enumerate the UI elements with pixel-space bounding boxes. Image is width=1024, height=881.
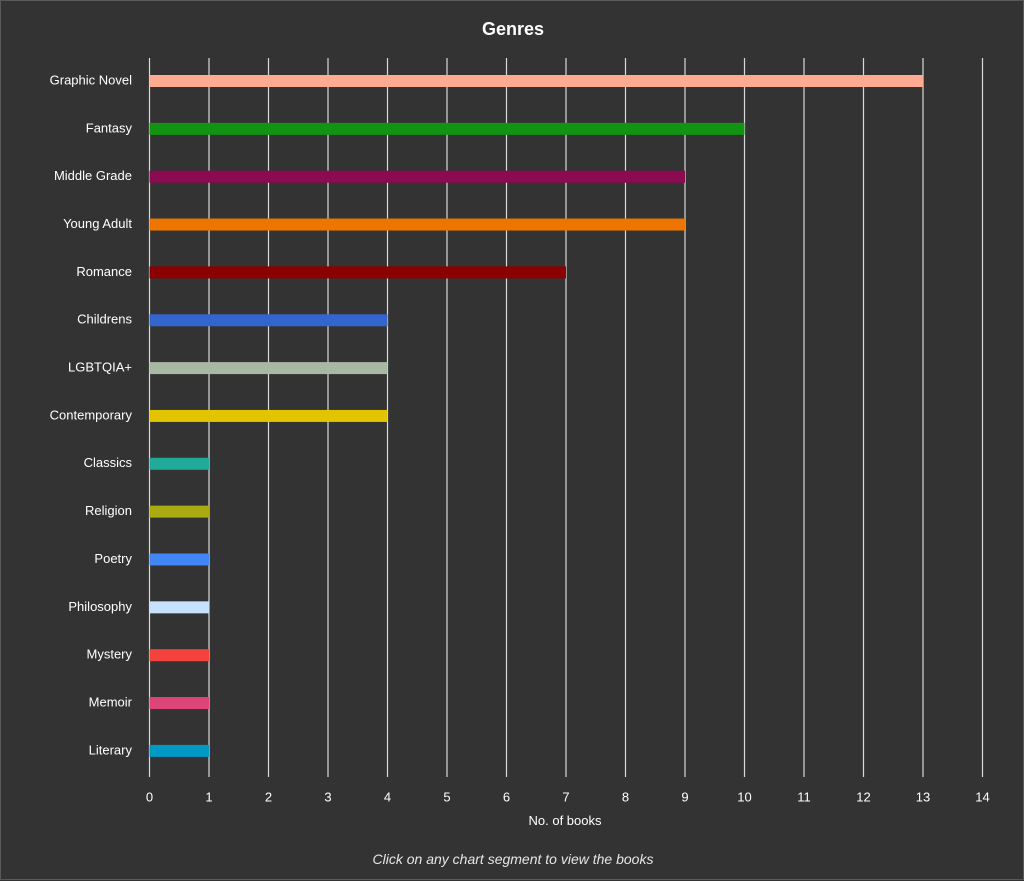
category-label-fantasy: Fantasy bbox=[86, 120, 133, 135]
x-tick-label: 1 bbox=[205, 789, 212, 804]
category-label-lgbtqia: LGBTQIA+ bbox=[68, 360, 132, 375]
category-label-philosophy: Philosophy bbox=[68, 599, 132, 614]
category-label-childrens: Childrens bbox=[77, 312, 132, 327]
tick-label-layer: 0 1 2 3 4 5 6 7 8 9 10 11 12 13 14 bbox=[146, 789, 990, 804]
x-tick-label: 12 bbox=[856, 789, 870, 804]
x-tick-label: 4 bbox=[384, 789, 391, 804]
category-label-memoir: Memoir bbox=[89, 694, 133, 709]
category-label-layer: Graphic Novel Fantasy Middle Grade Young Ad… bbox=[50, 72, 133, 757]
x-tick-label: 3 bbox=[324, 789, 331, 804]
category-label-graphic-novel: Graphic Novel bbox=[50, 72, 132, 87]
bar-romance[interactable] bbox=[149, 266, 567, 279]
bar-religion[interactable] bbox=[149, 505, 210, 518]
bar-fantasy[interactable] bbox=[149, 122, 745, 135]
x-tick-label: 9 bbox=[681, 789, 688, 804]
bar-layer bbox=[149, 75, 924, 757]
category-label-literary: Literary bbox=[89, 742, 133, 757]
chart-title: Genres bbox=[481, 19, 545, 39]
x-tick-label: 13 bbox=[916, 789, 930, 804]
bar-memoir[interactable] bbox=[149, 697, 210, 710]
x-tick-label: 5 bbox=[443, 789, 450, 804]
category-label-contemporary: Contemporary bbox=[50, 407, 133, 422]
bar-childrens[interactable] bbox=[149, 314, 388, 327]
bar-mystery[interactable] bbox=[149, 649, 210, 662]
bar-poetry[interactable] bbox=[149, 553, 210, 566]
footer-note: Click on any chart segment to view the b… bbox=[372, 851, 654, 867]
category-label-poetry: Poetry bbox=[94, 551, 132, 566]
category-label-middle-grade: Middle Grade bbox=[54, 168, 132, 183]
x-tick-label: 8 bbox=[622, 789, 629, 804]
x-tick-label: 7 bbox=[562, 789, 569, 804]
bar-philosophy[interactable] bbox=[149, 601, 210, 614]
category-label-romance: Romance bbox=[76, 264, 132, 279]
x-tick-label: 6 bbox=[503, 789, 510, 804]
category-label-religion: Religion bbox=[85, 503, 132, 518]
x-axis-title: No. of books bbox=[529, 813, 602, 828]
bar-literary[interactable] bbox=[149, 744, 210, 757]
bar-contemporary[interactable] bbox=[149, 409, 388, 422]
bar-young-adult[interactable] bbox=[149, 218, 686, 231]
x-tick-label: 10 bbox=[737, 789, 751, 804]
x-tick-label: 11 bbox=[797, 789, 811, 804]
bar-lgbtqia[interactable] bbox=[149, 362, 388, 375]
bar-classics[interactable] bbox=[149, 457, 210, 470]
category-label-classics: Classics bbox=[84, 455, 133, 470]
bar-graphic-novel[interactable] bbox=[149, 75, 924, 87]
x-tick-label: 0 bbox=[146, 789, 153, 804]
bar-middle-grade[interactable] bbox=[149, 170, 686, 183]
category-label-mystery: Mystery bbox=[87, 647, 133, 662]
x-tick-label: 14 bbox=[975, 789, 989, 804]
x-tick-label: 2 bbox=[265, 789, 272, 804]
category-label-young-adult: Young Adult bbox=[63, 216, 132, 231]
